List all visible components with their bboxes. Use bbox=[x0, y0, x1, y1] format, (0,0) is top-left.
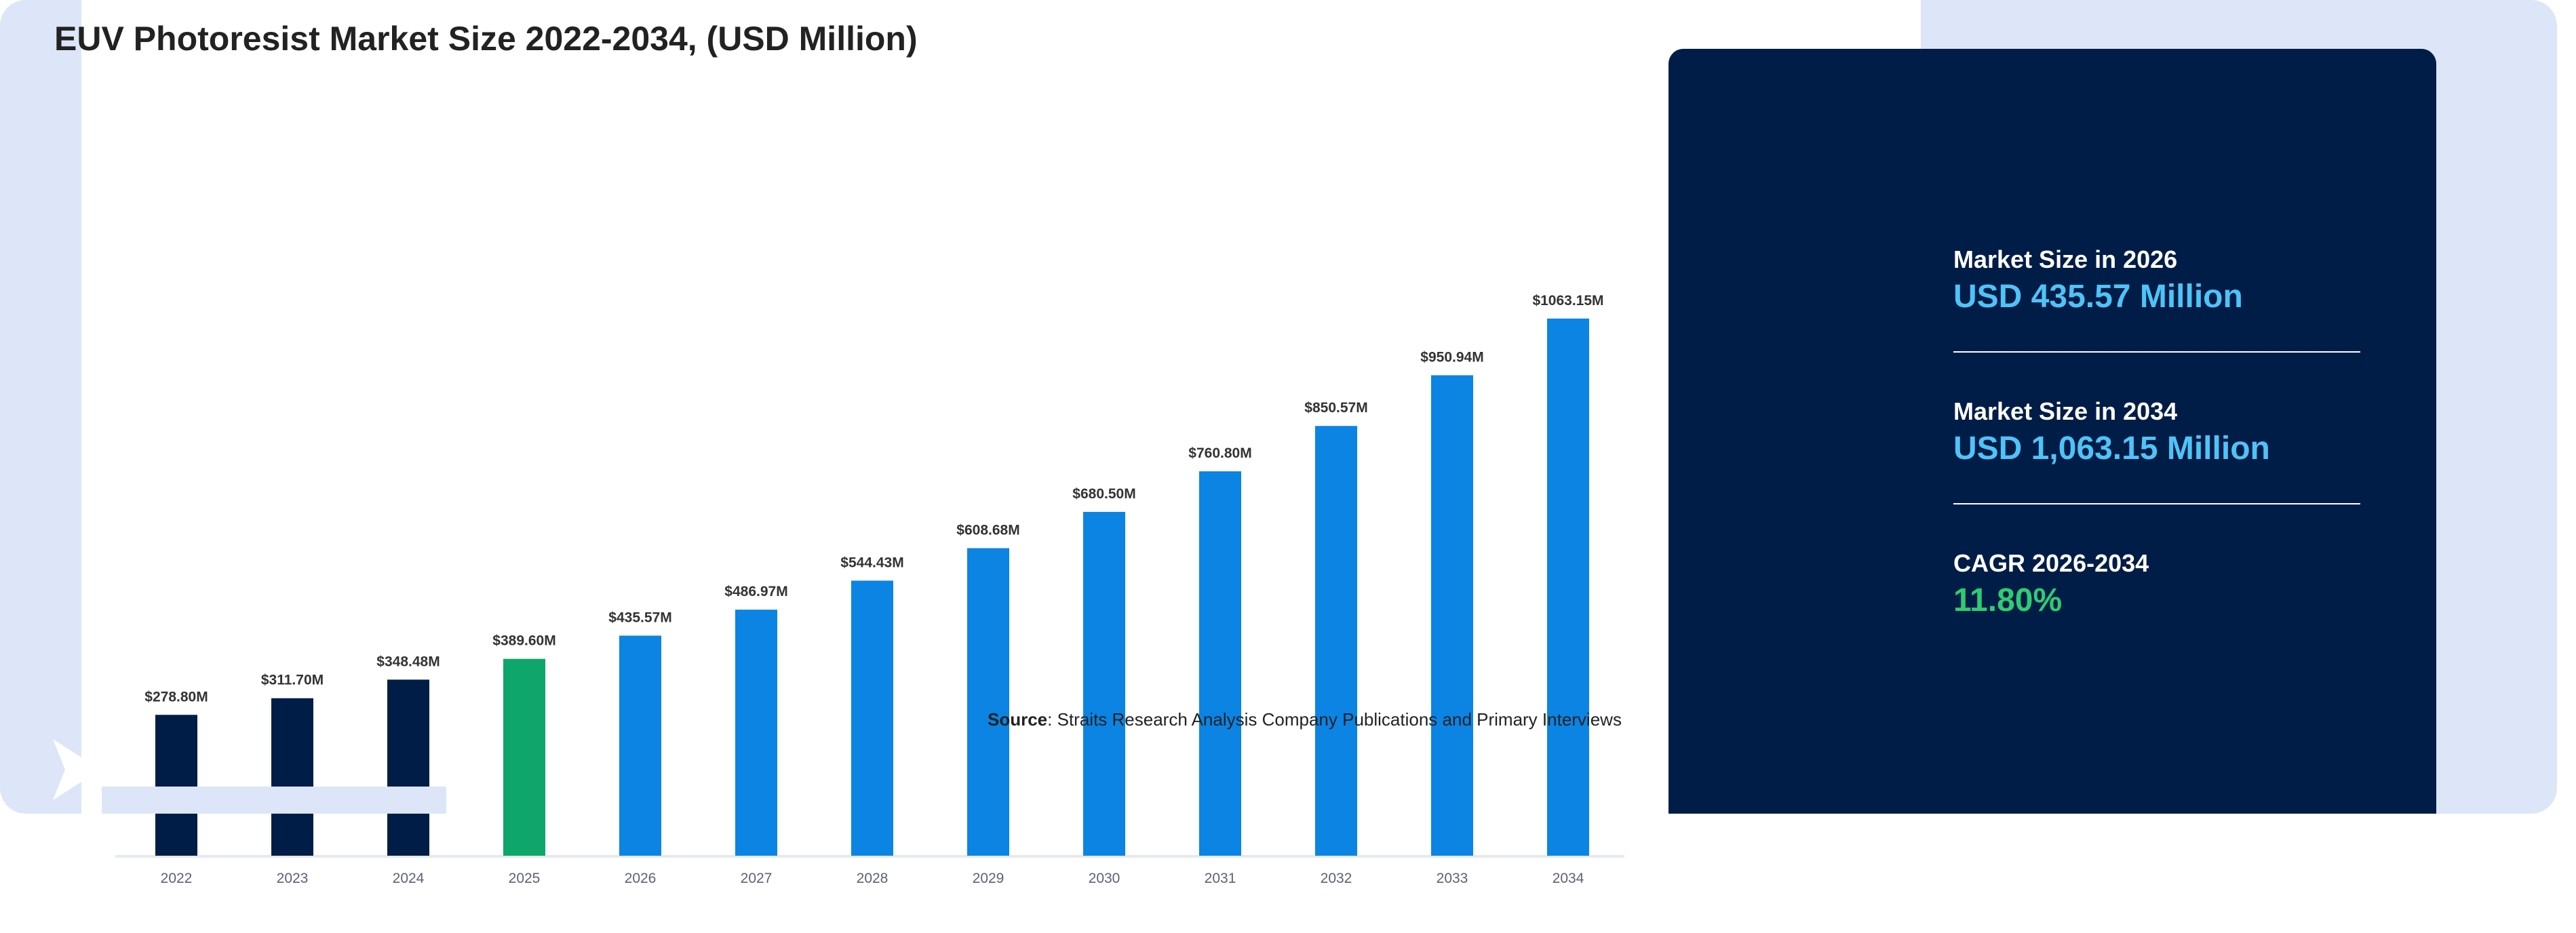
stat-divider bbox=[1953, 351, 2360, 353]
data-label-2025: $389.60M bbox=[492, 633, 555, 649]
x-tick-label-2022: 2022 bbox=[161, 871, 193, 886]
data-label-2030: $680.50M bbox=[1072, 486, 1135, 502]
stat-label: CAGR 2026-2034 bbox=[1953, 549, 2149, 577]
x-tick-label-2031: 2031 bbox=[1205, 871, 1236, 886]
bar-2024 bbox=[387, 679, 429, 856]
x-tick-label-2034: 2034 bbox=[1553, 871, 1584, 886]
bar-2027 bbox=[735, 610, 777, 856]
x-tick-label-2027: 2027 bbox=[741, 871, 773, 886]
x-tick-label-2033: 2033 bbox=[1437, 871, 1468, 886]
stat-value: USD 435.57 Million bbox=[1953, 279, 2243, 315]
x-tick-label-2025: 2025 bbox=[509, 871, 541, 886]
bar-2034 bbox=[1547, 318, 1589, 856]
stat-label: Market Size in 2026 bbox=[1953, 245, 2178, 273]
bar-chart: $278.80M 2022 $311.70M 2023 $348.48M 2024 $389… bbox=[115, 293, 1624, 886]
stat-market-size-2034: Market Size in 2034 USD 1,063.15 Million bbox=[1953, 397, 2360, 467]
source-note: Source: Straits Research Analysis Compan… bbox=[988, 709, 1622, 730]
stat-divider bbox=[1953, 503, 2360, 504]
x-tick-label-2023: 2023 bbox=[277, 871, 309, 886]
bar-2031 bbox=[1199, 471, 1241, 856]
source-text: : Straits Research Analysis Company Publ… bbox=[1047, 709, 1622, 730]
x-tick-label-2024: 2024 bbox=[393, 871, 425, 886]
data-label-2029: $608.68M bbox=[956, 522, 1019, 538]
data-label-2022: $278.80M bbox=[144, 689, 208, 704]
stat-cagr: CAGR 2026-2034 11.80% bbox=[1953, 549, 2360, 619]
data-label-2028: $544.43M bbox=[840, 555, 903, 570]
x-tick-label-2029: 2029 bbox=[973, 871, 1004, 886]
data-label-2026: $435.57M bbox=[608, 610, 671, 625]
bar-2022 bbox=[155, 715, 197, 856]
bar-2029 bbox=[967, 548, 1009, 856]
logo-strip bbox=[102, 787, 446, 814]
brand-logo-icon bbox=[53, 739, 100, 800]
bar-2025 bbox=[503, 658, 545, 856]
chart-title: EUV Photoresist Market Size 2022-2034, (… bbox=[54, 20, 918, 58]
stat-value: USD 1,063.15 Million bbox=[1953, 431, 2270, 466]
data-label-2023: $311.70M bbox=[261, 673, 324, 688]
bar-2028 bbox=[851, 580, 893, 856]
x-tick-label-2030: 2030 bbox=[1089, 871, 1120, 886]
data-label-2027: $486.97M bbox=[724, 584, 787, 599]
stat-label: Market Size in 2034 bbox=[1953, 397, 2178, 425]
key-stats-panel: Market Size in 2026 USD 435.57 Million M… bbox=[1668, 49, 2436, 814]
x-tick-label-2032: 2032 bbox=[1321, 871, 1352, 886]
bar-2026 bbox=[619, 635, 661, 856]
data-label-2034: $1063.15M bbox=[1532, 293, 1603, 309]
x-tick-label-2028: 2028 bbox=[857, 871, 889, 886]
data-label-2033: $950.94M bbox=[1420, 349, 1483, 365]
data-label-2024: $348.48M bbox=[376, 654, 440, 669]
stat-value: 11.80% bbox=[1953, 582, 2063, 618]
stat-market-size-2026: Market Size in 2026 USD 435.57 Million bbox=[1953, 245, 2360, 315]
data-label-2031: $760.80M bbox=[1188, 445, 1251, 461]
x-tick-label-2026: 2026 bbox=[625, 871, 657, 886]
bar-2030 bbox=[1083, 511, 1125, 856]
source-label: Source bbox=[988, 709, 1048, 730]
data-label-2032: $850.57M bbox=[1304, 400, 1367, 416]
bar-2023 bbox=[271, 698, 313, 856]
bar-2032 bbox=[1315, 426, 1357, 856]
bar-2033 bbox=[1431, 375, 1473, 856]
